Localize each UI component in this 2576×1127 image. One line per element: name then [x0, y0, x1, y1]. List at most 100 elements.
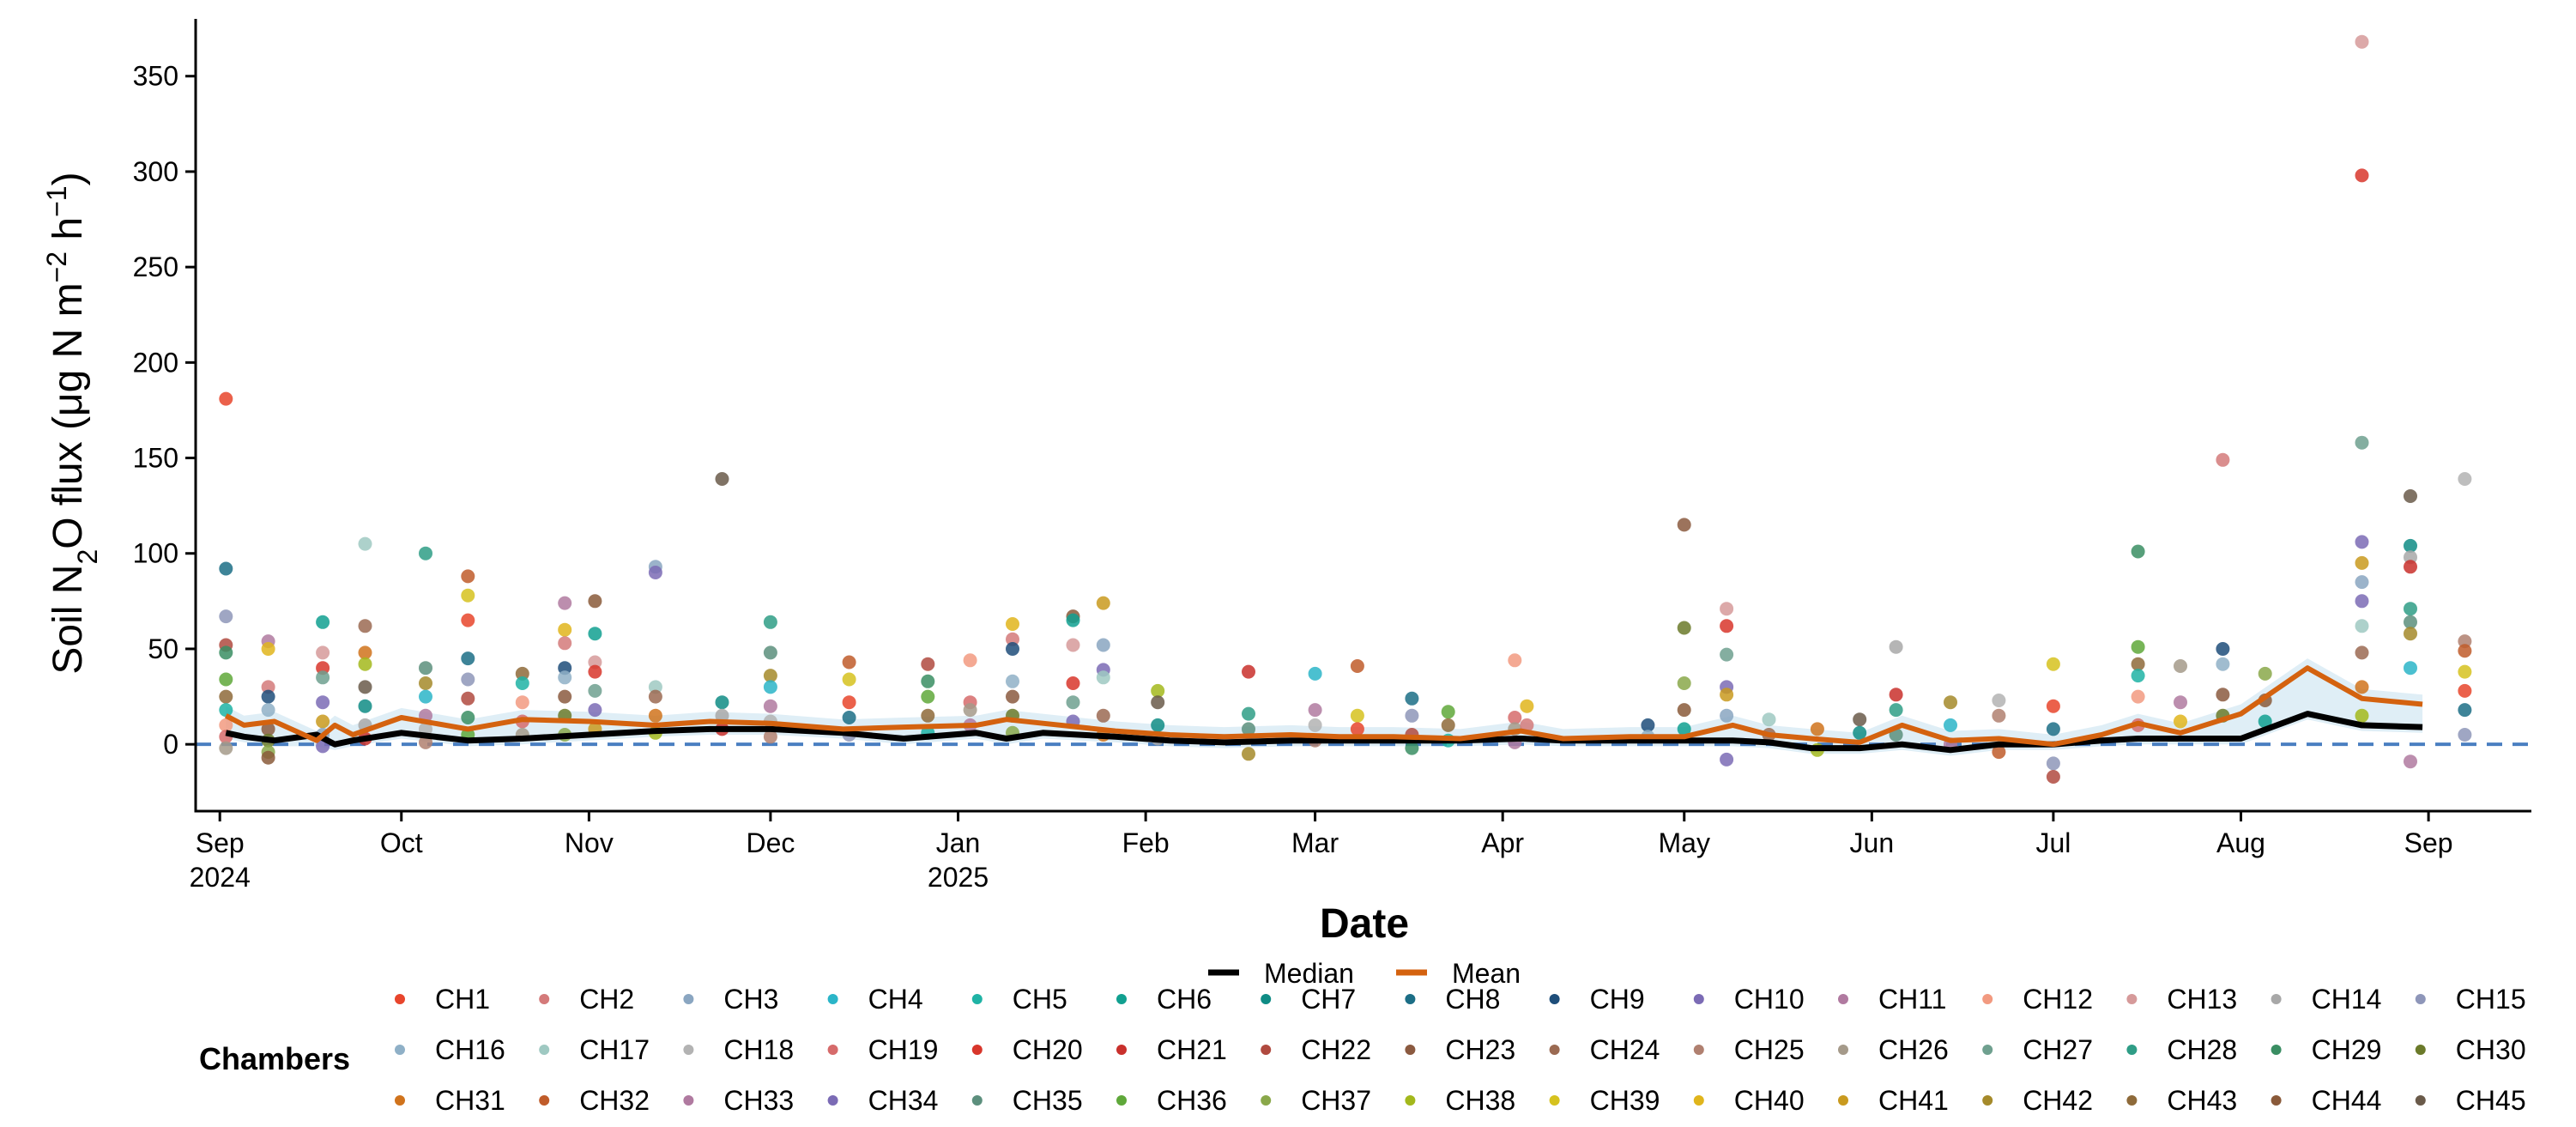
- legend-chamber-swatch: [1549, 1045, 1560, 1055]
- legend-chamber-label: CH4: [868, 984, 923, 1015]
- scatter-point: [1350, 708, 1364, 723]
- scatter-point: [1641, 718, 1655, 732]
- scatter-point: [461, 613, 475, 627]
- legend-chamber-label: CH8: [1445, 984, 1500, 1015]
- y-tick-label: 300: [133, 156, 178, 187]
- scatter-point: [1720, 647, 1734, 662]
- y-ticks: 0 50 100 150 200 250 300 350: [133, 61, 196, 760]
- legend-chamber-label: CH7: [1301, 984, 1356, 1015]
- scatter-point: [1889, 639, 1903, 654]
- scatter-point: [1889, 688, 1903, 702]
- scatter-point: [588, 683, 602, 698]
- scatter-point: [1006, 674, 1019, 688]
- legend-chamber-label: CH15: [2456, 984, 2526, 1015]
- scatter-point: [763, 669, 777, 683]
- scatter-point: [763, 699, 777, 713]
- legend-chamber-swatch: [1982, 1045, 1993, 1055]
- scatter-point: [461, 569, 475, 584]
- legend-chamber-swatch: [971, 994, 983, 1004]
- scatter-point: [219, 703, 233, 718]
- scatter-point: [461, 588, 475, 603]
- scatter-point: [358, 536, 372, 551]
- legend-chamber-swatch: [1693, 1095, 1704, 1106]
- scatter-point: [1242, 722, 1255, 736]
- scatter-point: [1350, 659, 1364, 673]
- legend-chamber-label: CH6: [1157, 984, 1212, 1015]
- legend-chamber-swatch: [1261, 1045, 1272, 1055]
- x-tick-label: Nov: [565, 827, 614, 858]
- scatter-point: [1520, 699, 1534, 713]
- scatter-point: [1944, 695, 1957, 710]
- scatter-point: [2355, 575, 2369, 590]
- scatter-point: [2174, 659, 2187, 673]
- legend-chamber-label: CH27: [2023, 1034, 2093, 1065]
- scatter-point: [2355, 594, 2369, 609]
- summary-lines: [224, 665, 2423, 754]
- scatter-point: [2355, 34, 2369, 49]
- scatter-point: [2046, 722, 2060, 736]
- scatter-point: [1242, 664, 1255, 679]
- x-tick-label: Sep: [196, 827, 245, 858]
- x-tick-label: Oct: [380, 827, 423, 858]
- scatter-point: [558, 636, 572, 651]
- legend-chamber-swatch: [1549, 1095, 1560, 1106]
- scatter-point: [2355, 168, 2369, 183]
- scatter-point: [1889, 703, 1903, 718]
- legend-chamber-swatch: [1116, 1095, 1127, 1106]
- legend-chamber-label: CH25: [1734, 1034, 1805, 1065]
- legend-chamber-label: CH18: [723, 1034, 794, 1065]
- x-tick-year-label: 2024: [190, 862, 251, 893]
- legend-chamber-label: CH19: [868, 1034, 939, 1065]
- scatter-point: [219, 689, 233, 704]
- scatter-point: [2404, 550, 2417, 565]
- scatter-point: [1720, 602, 1734, 616]
- scatter-point: [1066, 638, 1080, 652]
- scatter-point: [558, 661, 572, 676]
- scatter-point: [2458, 683, 2472, 698]
- scatter-point: [1151, 695, 1165, 710]
- legend-chamber-swatch: [2415, 994, 2426, 1004]
- scatter-point: [842, 711, 856, 724]
- legend-chamber-swatch: [1261, 1095, 1272, 1106]
- scatter-point: [1066, 613, 1080, 627]
- legend-chamber-label: CH10: [1734, 984, 1805, 1015]
- legend-chamber-label: CH41: [1878, 1085, 1949, 1116]
- scatter-point: [1308, 703, 1322, 718]
- scatter-point: [1066, 695, 1080, 710]
- legend-chamber-label: CH26: [1878, 1034, 1949, 1065]
- scatter-point: [1096, 670, 1110, 685]
- scatter-point: [358, 645, 372, 660]
- scatter-point: [648, 680, 662, 694]
- scatter-point: [2174, 695, 2187, 710]
- legend-chamber-label: CH38: [1445, 1085, 1515, 1116]
- legend-chamber-swatch: [683, 1045, 694, 1055]
- scatter-point: [358, 699, 372, 713]
- legend-chamber-label: CH32: [579, 1085, 650, 1116]
- ylabel-sup1: −2: [41, 251, 72, 282]
- y-tick-label: 50: [148, 633, 178, 664]
- scatter-point: [1242, 706, 1255, 721]
- legend-chamber-swatch: [395, 1095, 405, 1106]
- scatter-point: [1992, 694, 2006, 707]
- legend-chamber-swatch: [1838, 1095, 1848, 1106]
- y-tick-label: 350: [133, 61, 178, 92]
- legend-chamber-swatch: [1982, 1095, 1993, 1106]
- scatter-point: [2458, 664, 2472, 679]
- legend-chamber-label: CH13: [2167, 984, 2237, 1015]
- legend-chamber-swatch: [1838, 1045, 1848, 1055]
- scatter-point: [1066, 676, 1080, 690]
- scatter-point: [1853, 725, 1867, 740]
- scatter-point: [316, 670, 330, 685]
- legend-chamber-swatch: [1116, 994, 1127, 1004]
- legend-chamber-swatch: [1549, 994, 1560, 1004]
- scatter-point: [715, 472, 729, 486]
- scatter-point: [316, 615, 330, 629]
- legend-chamber-swatch: [2271, 994, 2282, 1004]
- legend-chamber-label: CH35: [1013, 1085, 1083, 1116]
- scatter-point: [763, 615, 777, 629]
- scatter-point: [921, 708, 935, 723]
- legend-chamber-label: CH9: [1590, 984, 1645, 1015]
- legend-chamber-label: CH39: [1590, 1085, 1660, 1116]
- scatter-point: [588, 627, 602, 641]
- scatter-point: [2404, 489, 2417, 503]
